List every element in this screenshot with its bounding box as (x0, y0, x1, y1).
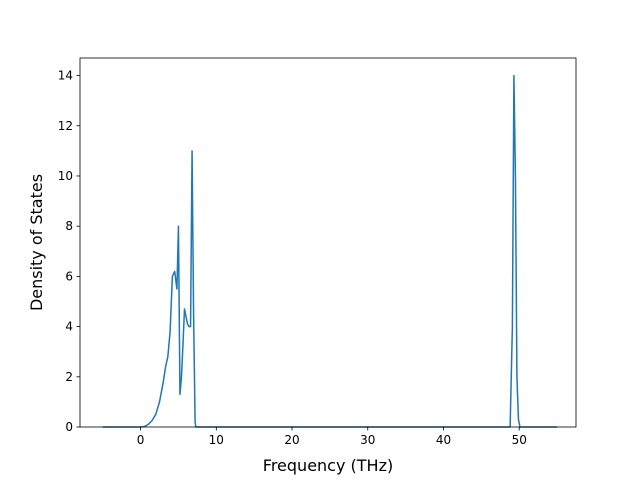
x-axis-label: Frequency (THz) (263, 456, 393, 475)
x-tick-label: 0 (137, 433, 145, 447)
y-tick-label: 6 (65, 269, 73, 283)
plot-area (102, 74, 558, 428)
y-tick-label: 12 (58, 119, 73, 133)
y-tick-label: 8 (65, 219, 73, 233)
x-tick-label: 40 (436, 433, 451, 447)
y-tick-label: 4 (65, 320, 73, 334)
y-tick-label: 0 (65, 420, 73, 434)
y-axis-label: Density of States (27, 174, 46, 311)
axes-frame (79, 57, 577, 428)
x-tick-label: 30 (360, 433, 375, 447)
dos-series-line (102, 74, 558, 428)
y-tick-label: 2 (65, 370, 73, 384)
x-tick-label: 50 (512, 433, 527, 447)
y-axis-ticks: 0 2 4 6 8 10 12 14 (58, 69, 80, 434)
x-axis-ticks: 0 10 20 30 40 50 (137, 427, 527, 447)
y-tick-label: 14 (58, 69, 73, 83)
y-tick-label: 10 (58, 169, 73, 183)
x-tick-label: 20 (284, 433, 299, 447)
x-tick-label: 10 (209, 433, 224, 447)
